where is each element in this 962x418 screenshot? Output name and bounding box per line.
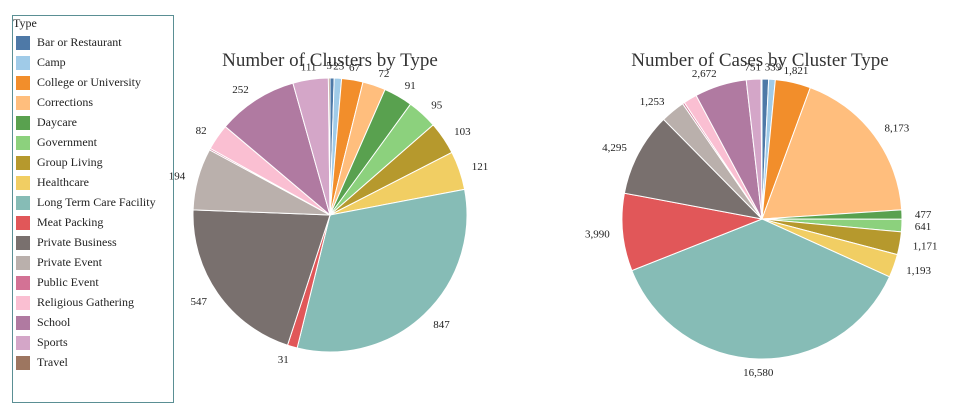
legend-swatch	[16, 196, 30, 210]
legend-swatch	[16, 256, 30, 270]
legend-label: Camp	[37, 55, 66, 69]
pie-slice	[296, 188, 468, 353]
legend-swatch	[16, 156, 30, 170]
legend-label: Travel	[37, 355, 68, 369]
data-label: 4,295	[602, 142, 627, 154]
data-label: 67	[349, 62, 361, 74]
data-label: 1,821	[784, 65, 809, 77]
legend-label: Long Term Care Facility	[37, 195, 156, 209]
data-label: 1,193	[906, 265, 931, 277]
legend-label: Meat Packing	[37, 215, 104, 229]
pie-slice	[760, 78, 763, 220]
pie-slice	[192, 209, 331, 346]
legend-label: Healthcare	[37, 175, 89, 189]
legend-swatch	[16, 96, 30, 110]
data-label: 477	[915, 209, 932, 221]
data-label: 751	[745, 61, 762, 73]
legend-swatch	[16, 36, 30, 50]
legend-label: Daycare	[37, 115, 77, 129]
data-label: 339	[765, 61, 782, 73]
legend-label: Private Event	[37, 255, 102, 269]
legend-label: College or University	[37, 75, 141, 89]
legend-label: Religious Gathering	[37, 295, 134, 309]
data-label: 8,173	[885, 122, 910, 134]
legend-label: Private Business	[37, 235, 117, 249]
legend-label: Sports	[37, 335, 68, 349]
legend-label: Public Event	[37, 275, 99, 289]
legend: Type Bar or Restaurant Camp College or Uni…	[12, 15, 174, 403]
legend-label: Bar or Restaurant	[37, 35, 122, 49]
data-label: 121	[472, 161, 489, 173]
data-label: 5	[326, 60, 332, 72]
data-label: 31	[278, 354, 289, 366]
legend-label: Government	[37, 135, 97, 149]
legend-swatch	[16, 76, 30, 90]
data-label: 95	[431, 99, 443, 111]
legend-swatch	[16, 236, 30, 250]
legend-swatch	[16, 216, 30, 230]
data-label: 91	[405, 80, 416, 92]
legend-label: School	[37, 315, 71, 329]
legend-swatch	[16, 336, 30, 350]
data-label: 103	[454, 126, 471, 138]
data-label: 641	[915, 221, 932, 233]
legend-swatch	[16, 56, 30, 70]
data-label: 72	[378, 68, 389, 80]
pie-slice	[623, 118, 764, 220]
legend-swatch	[16, 296, 30, 310]
data-label: 1,171	[913, 241, 938, 253]
pie-slice	[631, 218, 891, 360]
data-label: 547	[191, 296, 208, 308]
data-label: 847	[433, 319, 450, 331]
data-label: 252	[232, 84, 249, 96]
pie-slice	[327, 77, 331, 216]
data-label: 82	[196, 125, 207, 137]
data-label: 2,672	[692, 68, 717, 80]
legend-swatch	[16, 316, 30, 330]
legend-swatch	[16, 176, 30, 190]
cases-chart-title: Number of Cases by Cluster Type	[631, 50, 888, 71]
legend-swatch	[16, 136, 30, 150]
data-label: 194	[169, 171, 186, 183]
data-label: 3,990	[585, 229, 610, 241]
legend-label: Corrections	[37, 95, 93, 109]
clusters-pie: 23 67 72 91 95 103 121 847 31 547 194 82 252 111 5	[169, 60, 489, 366]
legend-swatch	[16, 116, 30, 130]
legend-swatch	[16, 276, 30, 290]
legend-title: Type	[13, 16, 37, 30]
legend-swatch	[16, 356, 30, 370]
pie-slice	[224, 82, 331, 217]
data-label: 23	[333, 60, 345, 72]
legend-label: Group Living	[37, 155, 103, 169]
data-label: 111	[301, 62, 317, 74]
pie-slice	[761, 86, 903, 220]
data-label: 16,580	[743, 367, 774, 379]
clusters-chart-title: Number of Clusters by Type	[222, 50, 438, 71]
data-label: 1,253	[640, 96, 665, 108]
